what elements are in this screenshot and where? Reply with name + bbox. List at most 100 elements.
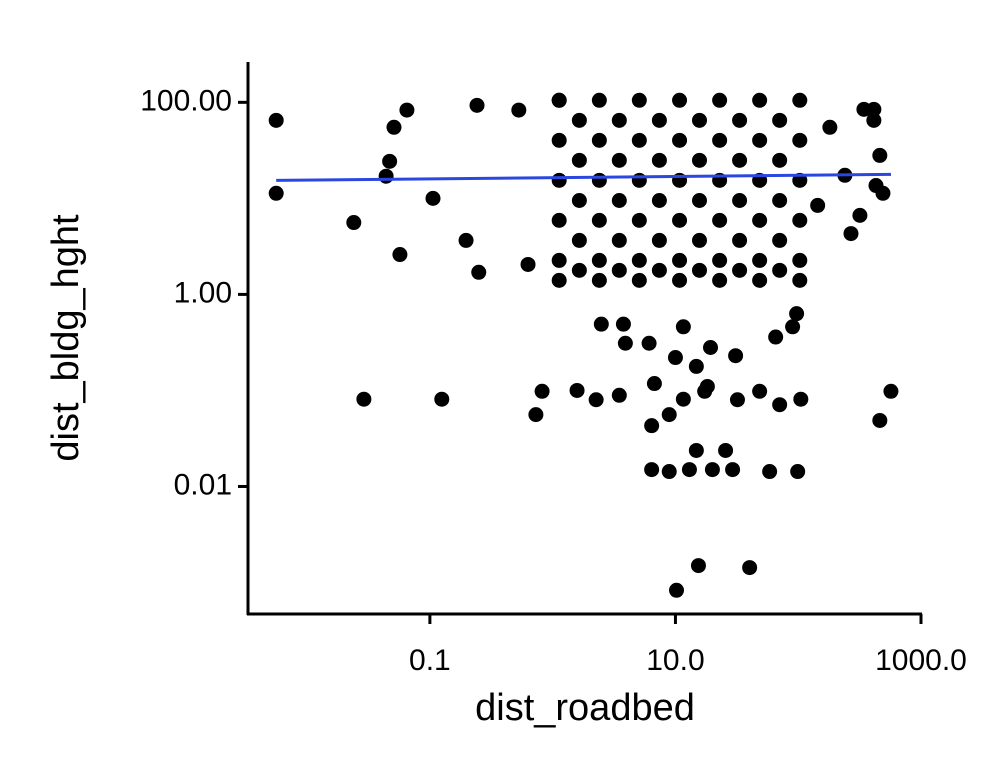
point [268,185,284,201]
point [690,558,706,574]
point [611,193,627,209]
x-tick-label: 0.1 [409,644,451,677]
point [732,262,748,278]
point [712,132,728,148]
point [591,172,607,188]
point [729,392,745,408]
point [591,272,607,288]
point [611,112,627,128]
point [868,178,884,194]
point [646,376,662,392]
point [520,256,536,272]
point [732,112,748,128]
point [712,252,728,268]
point [752,252,768,268]
point [534,383,550,399]
point [822,119,838,135]
point [346,215,362,231]
point [591,92,607,108]
point [772,193,788,209]
point [883,383,899,399]
point [382,153,398,169]
point [704,462,720,478]
point [732,193,748,209]
point [571,232,587,248]
point [356,391,372,407]
point [661,407,677,423]
y-axis-title: dist_bldg_hght [45,214,87,462]
point [528,407,544,423]
point [843,226,859,242]
point [651,262,667,278]
point [611,232,627,248]
point [615,316,631,332]
point [675,319,691,335]
y-tick-label: 0.01 [174,468,232,501]
point [386,119,402,135]
point [569,382,585,398]
point [672,272,688,288]
point [571,152,587,168]
point [669,582,685,598]
point [785,319,801,335]
point [793,391,809,407]
point [651,232,667,248]
point [752,132,768,148]
y-tick-label: 100.00 [140,84,232,117]
point [458,232,474,248]
point [661,464,677,480]
point [691,112,707,128]
point [732,152,748,168]
point [790,464,806,480]
point [772,397,788,413]
point [672,92,688,108]
point [611,262,627,278]
point [644,462,660,478]
point [866,112,882,128]
point [872,412,888,428]
point [651,112,667,128]
point [434,391,450,407]
point [631,172,647,188]
point [872,147,888,163]
trend-line [276,172,891,182]
point [588,392,604,408]
point [792,272,808,288]
point [511,102,527,118]
point [551,272,567,288]
point [469,97,485,113]
point [571,112,587,128]
point [772,152,788,168]
point [591,212,607,228]
point [712,212,728,228]
point [752,272,768,288]
point [752,212,768,228]
point [591,252,607,268]
point [611,152,627,168]
point [631,252,647,268]
point [667,350,683,366]
point [551,132,567,148]
point [691,262,707,278]
x-tick-label: 1000.0 [875,644,967,677]
point [392,247,408,263]
point [772,262,788,278]
point [591,132,607,148]
point [688,358,704,374]
point [792,252,808,268]
point [571,193,587,209]
point [699,378,715,394]
point [641,335,657,351]
x-axis-title: dist_roadbed [475,687,695,729]
point [768,329,784,345]
point [712,92,728,108]
point [772,112,788,128]
point [725,462,741,478]
point [672,252,688,268]
point [378,168,394,184]
point [852,207,868,223]
point [728,348,744,364]
point [551,252,567,268]
point [651,152,667,168]
